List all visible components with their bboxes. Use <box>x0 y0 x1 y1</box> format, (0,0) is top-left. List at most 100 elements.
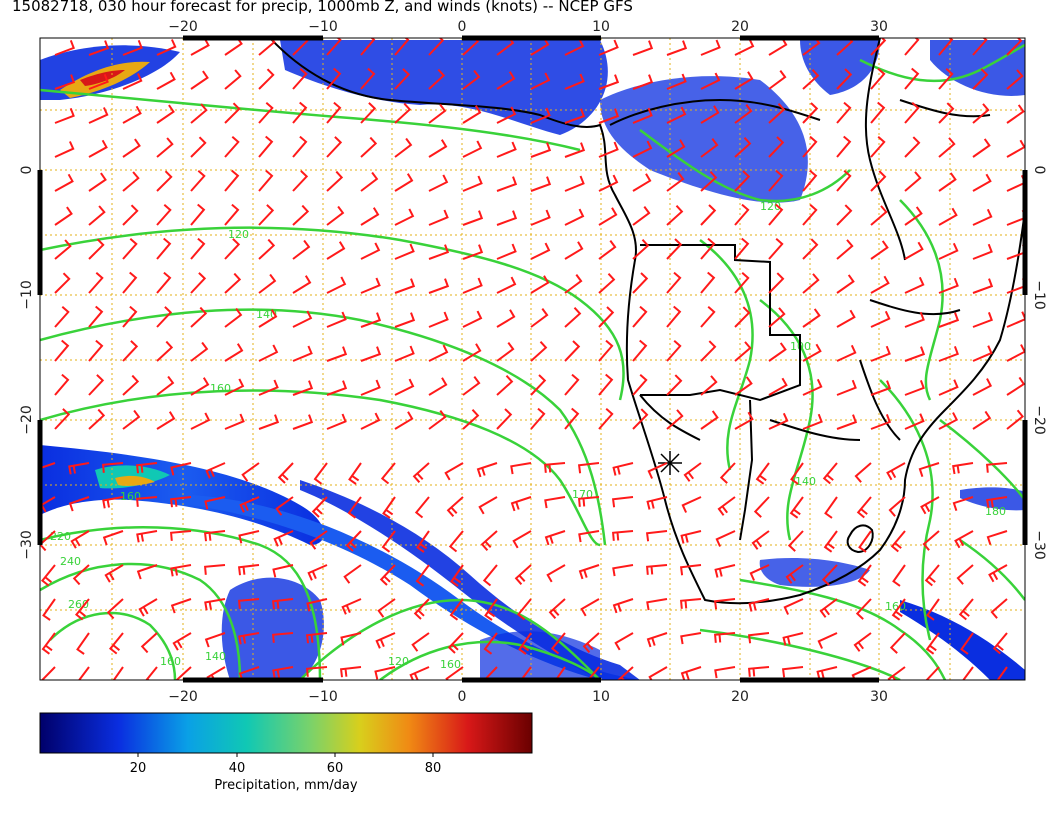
wind-barb <box>612 598 634 614</box>
wind-barb <box>938 346 959 362</box>
wind-barb <box>564 38 585 56</box>
wind-barb <box>496 106 517 124</box>
wind-barb <box>892 564 906 587</box>
wind-barb <box>447 632 464 654</box>
wind-barb <box>714 632 736 643</box>
contour-label: 160 <box>120 490 141 503</box>
wind-barb <box>462 409 480 430</box>
wind-barb <box>122 105 142 124</box>
wind-barb <box>802 238 819 260</box>
contour-label: 160 <box>210 382 231 395</box>
wind-barb <box>292 275 312 294</box>
wind-barb <box>632 239 650 260</box>
wind-barb <box>68 496 90 512</box>
wind-barb <box>802 343 822 362</box>
wind-barb <box>632 408 649 430</box>
wind-barb <box>938 312 960 328</box>
wind-barb <box>734 137 752 158</box>
wind-barb <box>802 378 823 396</box>
wind-barb <box>683 462 702 482</box>
wind-barb <box>713 598 736 610</box>
x-tick-label: 20 <box>731 689 749 705</box>
contour-label: 140 <box>795 475 816 488</box>
wind-barb <box>564 307 582 328</box>
wind-barb <box>446 496 464 517</box>
wind-barb <box>326 276 347 294</box>
wind-barb <box>632 107 653 124</box>
wind-barb <box>444 462 464 481</box>
wind-barb <box>920 496 940 515</box>
bottom-x-axis-labels: −20 −10 0 10 20 30 <box>168 689 888 705</box>
wind-barb <box>450 564 464 587</box>
wind-barb <box>428 278 450 294</box>
wind-barb <box>54 141 75 158</box>
colorbar-tick-label: 80 <box>425 761 442 776</box>
wind-barb <box>374 666 396 680</box>
wind-barb <box>632 140 653 158</box>
wind-barb <box>956 564 974 585</box>
wind-barb <box>938 172 957 192</box>
wind-barb <box>360 277 381 294</box>
wind-barb <box>122 138 141 158</box>
wind-barb <box>918 462 940 478</box>
wind-barb <box>783 598 804 615</box>
wind-barb <box>258 414 280 430</box>
wind-barb <box>904 346 926 362</box>
wind-barb <box>960 632 974 655</box>
wind-barb <box>108 632 124 655</box>
wind-barb <box>88 374 105 396</box>
wind-barb <box>855 598 872 620</box>
wind-barb <box>190 306 208 328</box>
wind-barb <box>175 666 192 680</box>
wind-barb <box>598 108 620 124</box>
wind-barb <box>190 412 211 430</box>
wind-barb <box>554 666 566 680</box>
wind-barb <box>749 564 770 581</box>
wind-barb <box>306 598 328 612</box>
wind-barb <box>518 632 532 655</box>
wind-barb <box>972 138 991 158</box>
wind-barb <box>224 378 245 396</box>
wind-barb <box>326 101 342 124</box>
wind-barb <box>904 206 923 226</box>
wind-barb <box>275 496 294 516</box>
wind-barb <box>1006 311 1025 328</box>
wind-barb <box>412 462 430 483</box>
wind-barb <box>646 564 668 575</box>
wind-barb <box>414 496 430 519</box>
wind-barb <box>972 312 993 328</box>
wind-barb <box>54 107 75 124</box>
wind-barb <box>870 135 886 158</box>
wind-barb <box>836 414 858 430</box>
wind-barb <box>700 138 719 158</box>
wind-barb <box>42 598 56 621</box>
wind-barb <box>530 142 552 158</box>
wind-barb <box>666 271 682 294</box>
wind-barb <box>135 462 158 474</box>
wind-barb <box>870 310 891 328</box>
wind-barb <box>77 666 90 680</box>
wind-barb <box>986 462 1008 473</box>
wind-barb <box>890 530 906 553</box>
wind-barb <box>462 140 483 158</box>
wind-barb <box>598 273 616 294</box>
wind-barb <box>476 462 498 478</box>
wind-barb <box>886 462 906 481</box>
wind-barb <box>632 74 654 90</box>
wind-barb <box>972 208 993 226</box>
x-tick-label: 30 <box>870 19 888 35</box>
wind-barb <box>870 38 887 56</box>
wind-barb <box>530 374 547 396</box>
wind-barb <box>326 170 344 192</box>
wind-barb <box>462 277 483 294</box>
wind-barb <box>156 340 174 362</box>
wind-barb <box>544 530 566 546</box>
wind-barb <box>516 598 532 621</box>
wind-barb <box>904 380 925 396</box>
wind-barb <box>122 305 138 328</box>
wind-barb <box>598 141 619 158</box>
wind-barb <box>156 203 172 226</box>
wind-barb <box>348 462 362 485</box>
wind-barb <box>258 169 274 192</box>
wind-barb <box>156 271 172 294</box>
